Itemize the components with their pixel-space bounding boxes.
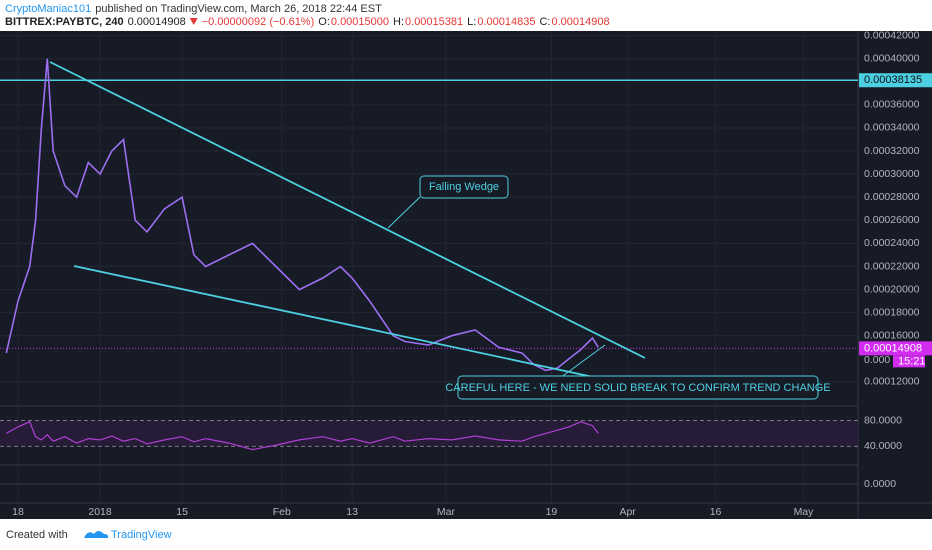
callout-box [419, 175, 509, 199]
price-line [5, 58, 599, 372]
publisher-link: CryptoManiac101 [5, 3, 91, 15]
callout-pointer [387, 196, 421, 229]
y-tick-label: 0.00028000 [864, 191, 920, 203]
last-price: 0.00014908 [128, 16, 186, 28]
brand-logo [84, 531, 109, 538]
x-tick-label: Feb [273, 506, 291, 518]
x-tick-label: 15 [176, 506, 188, 518]
x-tick-label: 16 [710, 506, 722, 518]
countdown-time: 15:21 [898, 355, 926, 367]
y-tick-label: 0.00026000 [864, 214, 920, 226]
x-tick-label: 19 [546, 506, 558, 518]
x-tick-label: Apr [619, 506, 636, 518]
x-tick-label: 13 [346, 506, 358, 518]
callout-text: CAREFUL HERE - WE NEED SOLID BREAK TO CO… [445, 382, 830, 394]
ohlc-value: 0.00015381 [405, 16, 463, 28]
macd-tick-label: 0.0000 [864, 478, 896, 490]
rsi-band [0, 420, 858, 447]
y-tick-label: 0.00016000 [864, 330, 920, 342]
x-tick-label: 2018 [88, 506, 112, 518]
price-badge-label: 0.00038135 [864, 74, 922, 86]
y-tick-label: 0.00032000 [864, 145, 920, 157]
last-price-label: 0.00014908 [864, 342, 922, 354]
ohlc-value: 0.00014835 [477, 16, 535, 28]
y-tick-label: 0.00042000 [864, 29, 920, 41]
y-tick-label: 0.00034000 [864, 122, 920, 134]
rsi-line [6, 421, 599, 451]
change-arrow [189, 18, 198, 25]
y-tick-label: 0.00040000 [864, 52, 920, 64]
last-price-badge [859, 341, 932, 356]
rsi-tick-label: 40.0000 [864, 440, 902, 452]
countdown-prefix: 0.000 [864, 354, 890, 366]
price-change: −0.00000092 (−0.61%) [202, 16, 315, 28]
y-tick-label: 0.00030000 [864, 168, 920, 180]
ohlc-label: L: [467, 16, 476, 28]
ohlc-value: 0.00015000 [331, 16, 389, 28]
trendline-upper [49, 61, 646, 359]
y-tick-label: 0.00024000 [864, 237, 920, 249]
y-tick-label: 0.00036000 [864, 99, 920, 111]
x-tick-label: 18 [12, 506, 24, 518]
y-tick-label: 0.00018000 [864, 306, 920, 318]
trendline-lower [73, 265, 613, 382]
callout-pointer [559, 344, 606, 379]
x-tick-label: May [794, 506, 815, 518]
countdown-badge [893, 355, 925, 368]
x-tick-label: Mar [437, 506, 456, 518]
y-tick-label: 0.00022000 [864, 260, 920, 272]
rsi-tick-label: 80.0000 [864, 414, 902, 426]
y-tick-label: 0.00020000 [864, 283, 920, 295]
ohlc-label: O: [318, 16, 330, 28]
ohlc-label: H: [393, 16, 404, 28]
footer-brand: TradingView [111, 529, 172, 541]
y-tick-label: 0.00012000 [864, 376, 920, 388]
publish-info: published on TradingView.com, March 26, … [95, 3, 382, 15]
ohlc-value: 0.00014908 [551, 16, 609, 28]
callout-text: Falling Wedge [429, 181, 499, 193]
ohlc-label: C: [539, 16, 550, 28]
callout-box [457, 375, 819, 400]
footer-created: Created with [6, 529, 68, 541]
symbol-name: BITTREX:PAYBTC, 240 [5, 16, 124, 28]
price-badge [859, 73, 932, 88]
